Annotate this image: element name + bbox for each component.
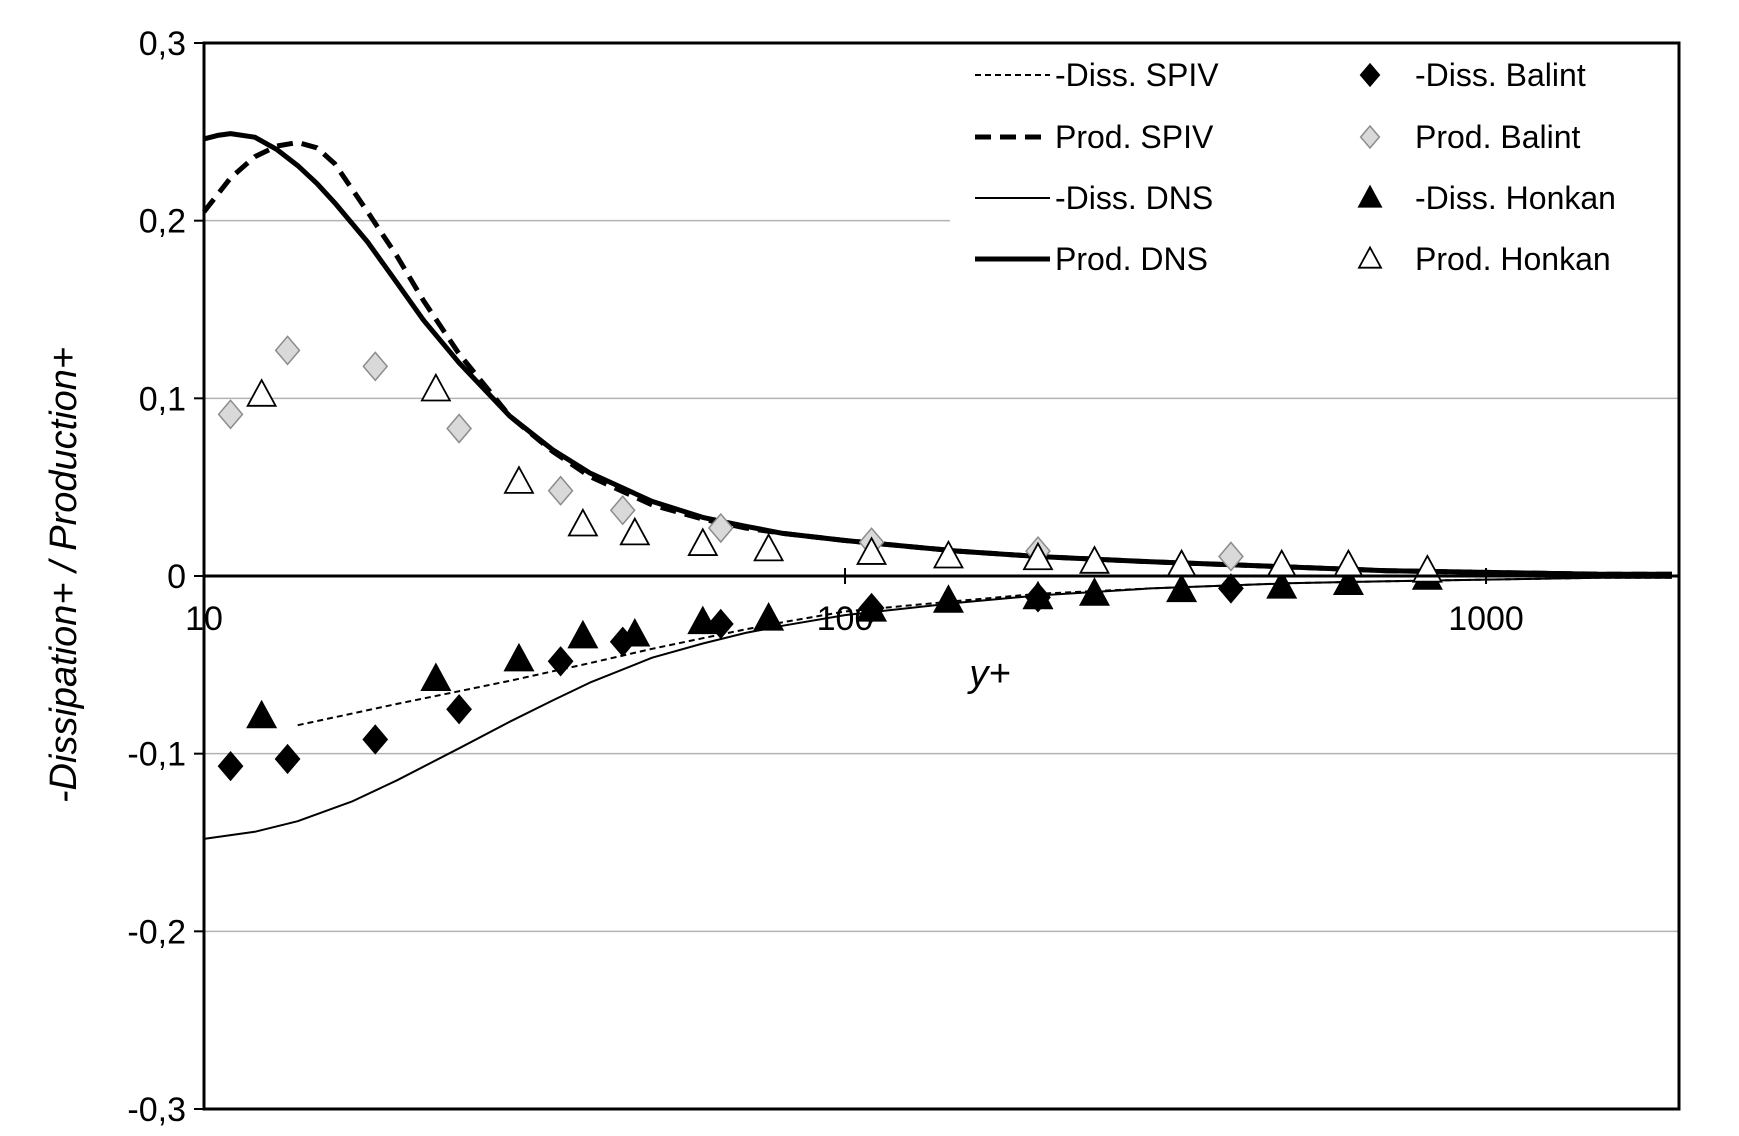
data-point-diss-honkan [1266, 570, 1298, 599]
x-axis-title: y+ [966, 653, 1010, 695]
data-point-prod-honkan [567, 507, 599, 537]
data-point-diss-honkan [856, 593, 888, 622]
legend-label: -Diss. SPIV [1055, 57, 1219, 93]
data-point-prod-balint [362, 351, 389, 382]
data-point-diss-balint [1218, 573, 1244, 604]
data-point-prod-honkan [619, 516, 651, 546]
x-tick-label: 100 [817, 600, 874, 638]
y-tick-label: -0,2 [127, 913, 186, 951]
data-point-diss-honkan [503, 642, 535, 672]
data-point-prod-honkan [1078, 545, 1110, 574]
data-point-diss-honkan [687, 605, 719, 635]
data-point-prod-honkan [1022, 541, 1054, 571]
y-tick-label: 0,2 [139, 203, 186, 241]
data-point-prod-honkan [503, 465, 535, 494]
plot-area [202, 131, 1672, 840]
legend-label: Prod. Balint [1415, 119, 1581, 155]
data-point-diss-honkan [1166, 573, 1198, 603]
data-point-prod-balint [446, 413, 472, 444]
x-tick-label: 1000 [1448, 600, 1524, 638]
y-tick-label: -0,1 [127, 736, 186, 774]
legend-label: Prod. SPIV [1055, 119, 1214, 155]
data-point-diss-balint [217, 750, 244, 782]
legend-label: Prod. Honkan [1415, 241, 1611, 277]
data-point-prod-honkan [687, 527, 719, 556]
data-point-prod-honkan [856, 536, 888, 565]
data-point-prod-honkan [753, 532, 785, 562]
legend: -Diss. SPIV Prod. SPIV -Diss. DNS Prod. DNS… [975, 57, 1616, 277]
legend-marker-diss-balint [1359, 62, 1381, 88]
y-tick-label: 0,3 [139, 25, 186, 63]
data-point-prod-honkan [420, 372, 452, 402]
legend-marker-diss-honkan [1357, 184, 1383, 208]
data-point-prod-balint [547, 475, 574, 506]
data-point-prod-balint [217, 399, 244, 430]
x-tick-label: 10 [185, 600, 223, 638]
series-line-prod-dns [203, 131, 1672, 577]
data-point-diss-balint [274, 743, 301, 775]
data-point-diss-balint [362, 724, 389, 755]
data-point-prod-balint [1218, 541, 1244, 572]
data-point-diss-balint [446, 694, 472, 725]
y-tick-label: -0,3 [127, 1091, 186, 1129]
legend-label: -Diss. DNS [1055, 180, 1213, 216]
data-point-prod-balint [609, 495, 636, 526]
y-tick-label: 0 [167, 558, 186, 596]
data-point-diss-honkan [932, 584, 964, 613]
legend-marker-prod-honkan [1357, 245, 1383, 269]
data-point-prod-honkan [932, 539, 964, 569]
data-point-diss-honkan [1022, 580, 1054, 610]
data-point-prod-balint [274, 335, 301, 366]
axes: -0,3 -0,2 -0,1 0 0,1 0,2 0,3 10 100 1000 [127, 25, 1681, 1129]
data-point-prod-balint [707, 512, 734, 544]
data-point-diss-honkan [246, 699, 278, 729]
data-point-diss-honkan [1078, 577, 1110, 606]
data-point-prod-honkan [246, 378, 278, 407]
y-axis-title: -Dissipation+ / Production+ [43, 347, 85, 803]
legend-label: Prod. DNS [1055, 241, 1208, 277]
data-point-diss-honkan [619, 618, 651, 647]
legend-label: -Diss. Honkan [1415, 180, 1616, 216]
data-point-diss-honkan [1332, 566, 1364, 596]
data-point-diss-honkan [420, 662, 452, 691]
y-tick-label: 0,1 [139, 380, 186, 418]
legend-label: -Diss. Balint [1415, 57, 1586, 93]
legend-marker-prod-balint [1359, 124, 1381, 150]
data-point-diss-balint [547, 646, 574, 677]
data-point-diss-honkan [753, 602, 785, 631]
data-point-diss-honkan [567, 619, 599, 649]
